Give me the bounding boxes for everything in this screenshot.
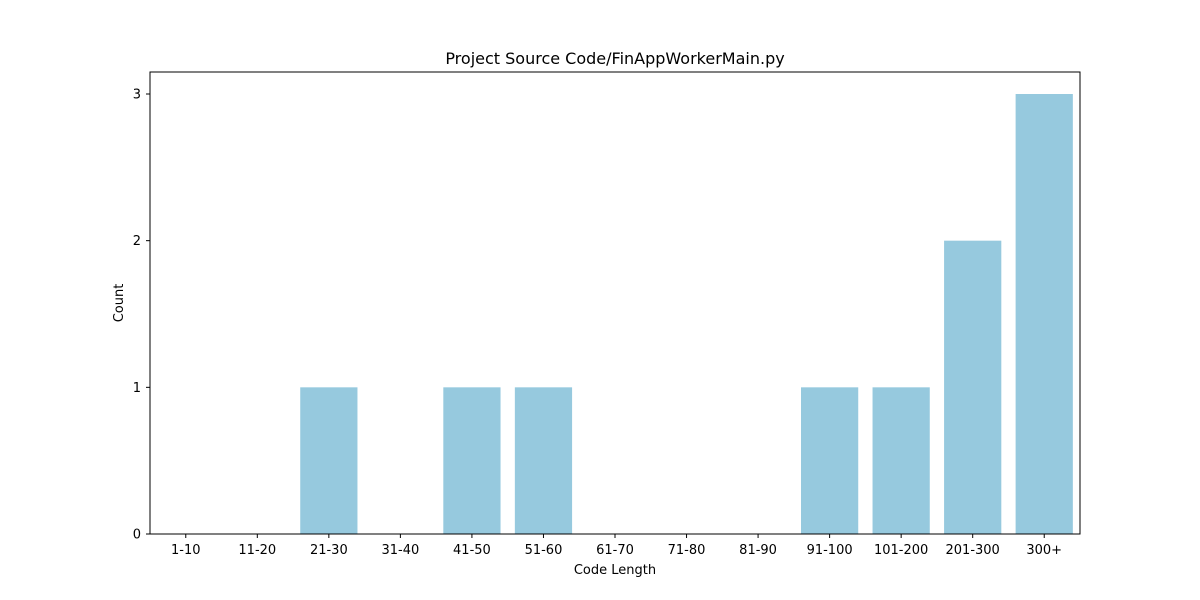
x-tick-label: 300+ [1026,543,1062,558]
bar-201-300 [944,240,1002,535]
x-tick-label: 81-90 [739,543,777,558]
y-axis-label: Count [112,284,127,323]
y-tick-label: 3 [133,88,141,103]
x-tick-label: 1-10 [171,543,201,558]
x-axis-label: Code Length [574,563,656,578]
x-tick-label: 91-100 [807,543,853,558]
x-tick-label: 51-60 [525,543,563,558]
bar-21-30 [300,387,358,534]
chart-title: Project Source Code/FinAppWorkerMain.py [445,49,784,68]
bar-41-50 [443,387,501,534]
y-tick-label: 2 [133,234,141,249]
y-axis-ticks: 0 1 2 3 [133,88,150,543]
plot-frame [149,71,1081,535]
bar-91-100 [801,387,859,534]
bars-group [300,94,1073,535]
y-tick-label: 1 [133,381,141,396]
bar-51-60 [514,387,573,534]
bar-101-200 [872,387,930,534]
bar-300+ [1015,94,1073,534]
x-tick-label: 61-70 [596,543,634,558]
x-tick-label: 201-300 [946,543,1000,558]
x-axis-ticks: 1-10 11-20 21-30 31-40 41-50 51-60 61-70 71-80 8… [171,534,1062,558]
x-tick-label: 41-50 [453,543,491,558]
x-tick-label: 101-200 [874,543,928,558]
x-tick-label: 31-40 [381,543,419,558]
x-tick-label: 21-30 [310,543,348,558]
y-tick-label: 0 [133,528,141,543]
x-tick-label: 71-80 [668,543,706,558]
x-tick-label: 11-20 [238,543,276,558]
